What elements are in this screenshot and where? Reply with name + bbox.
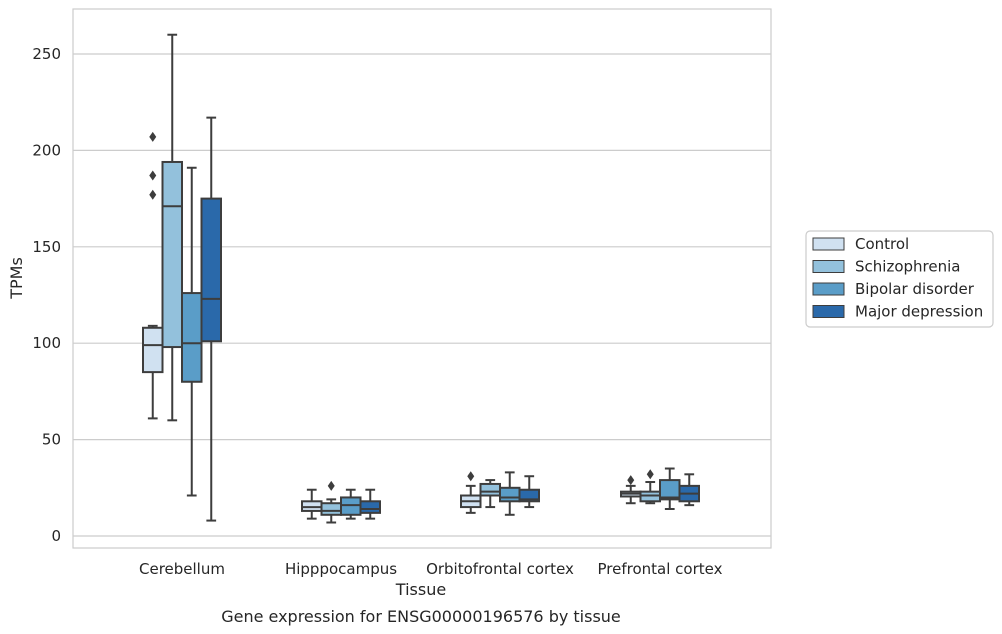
legend-entry-label: Bipolar disorder bbox=[855, 280, 975, 298]
legend-swatch bbox=[812, 282, 845, 296]
box-major-depression bbox=[359, 488, 381, 520]
legend-swatch bbox=[812, 260, 845, 273]
box-iqr bbox=[499, 486, 521, 503]
legend-frame bbox=[805, 230, 994, 328]
box-control bbox=[460, 471, 482, 514]
box-major-depression bbox=[200, 116, 222, 522]
outlier-point bbox=[646, 469, 654, 480]
box-schizophrenia bbox=[161, 33, 183, 422]
y-axis-label: TPMs bbox=[7, 257, 26, 300]
x-axis-ticks: Cerebellum Hipppocampus Orbitofrontal cort… bbox=[139, 560, 723, 578]
chart-caption: Gene expression for ENSG00000196576 by t… bbox=[221, 607, 621, 626]
box-schizophrenia bbox=[320, 480, 342, 524]
x-tick-label: Cerebellum bbox=[139, 560, 225, 578]
outlier-point bbox=[627, 475, 635, 486]
box-major-depression bbox=[678, 473, 700, 507]
y-tick-label: 200 bbox=[32, 141, 61, 159]
x-tick-label: Prefrontal cortex bbox=[598, 560, 723, 578]
outlier-point bbox=[327, 480, 335, 491]
legend-entry-label: Major depression bbox=[855, 303, 983, 321]
y-tick-label: 50 bbox=[42, 431, 61, 449]
y-tick-label: 250 bbox=[32, 45, 61, 63]
box-iqr bbox=[142, 326, 164, 374]
box-control bbox=[620, 475, 642, 505]
box-major-depression bbox=[518, 475, 540, 509]
box-control bbox=[301, 488, 323, 520]
legend: Control Schizophrenia Bipolar disorder Majo… bbox=[805, 230, 994, 328]
y-tick-label: 100 bbox=[32, 334, 61, 352]
box-control bbox=[142, 131, 164, 420]
box-iqr bbox=[359, 500, 381, 514]
box-schizophrenia bbox=[639, 469, 661, 505]
plot-frame bbox=[72, 8, 772, 549]
box-iqr bbox=[479, 482, 501, 497]
box-iqr bbox=[200, 197, 222, 343]
box-bipolar-disorder bbox=[340, 488, 362, 520]
box-iqr bbox=[161, 160, 183, 349]
box-series bbox=[142, 33, 700, 524]
legend-swatch bbox=[812, 305, 845, 318]
legend-swatch bbox=[812, 237, 845, 251]
x-tick-label: Hipppocampus bbox=[285, 560, 397, 578]
box-bipolar-disorder bbox=[659, 467, 681, 511]
x-tick-label: Orbitofrontal cortex bbox=[426, 560, 574, 578]
box-iqr bbox=[181, 292, 203, 383]
legend-entry-label: Control bbox=[855, 235, 909, 253]
x-axis-label: Tissue bbox=[395, 580, 446, 599]
box-schizophrenia bbox=[479, 479, 501, 509]
outlier-point bbox=[467, 471, 475, 482]
y-axis-ticks: 0 50 100 150 200 250 bbox=[32, 45, 61, 545]
box-bipolar-disorder bbox=[499, 471, 521, 516]
outlier-point bbox=[149, 189, 157, 200]
outlier-point bbox=[149, 131, 157, 142]
y-tick-label: 0 bbox=[51, 527, 61, 545]
box-iqr bbox=[320, 502, 342, 516]
outlier-point bbox=[149, 170, 157, 181]
box-bipolar-disorder bbox=[181, 166, 203, 497]
y-tick-label: 150 bbox=[32, 238, 61, 256]
legend-entry-label: Schizophrenia bbox=[855, 258, 960, 276]
box-iqr bbox=[518, 488, 540, 503]
